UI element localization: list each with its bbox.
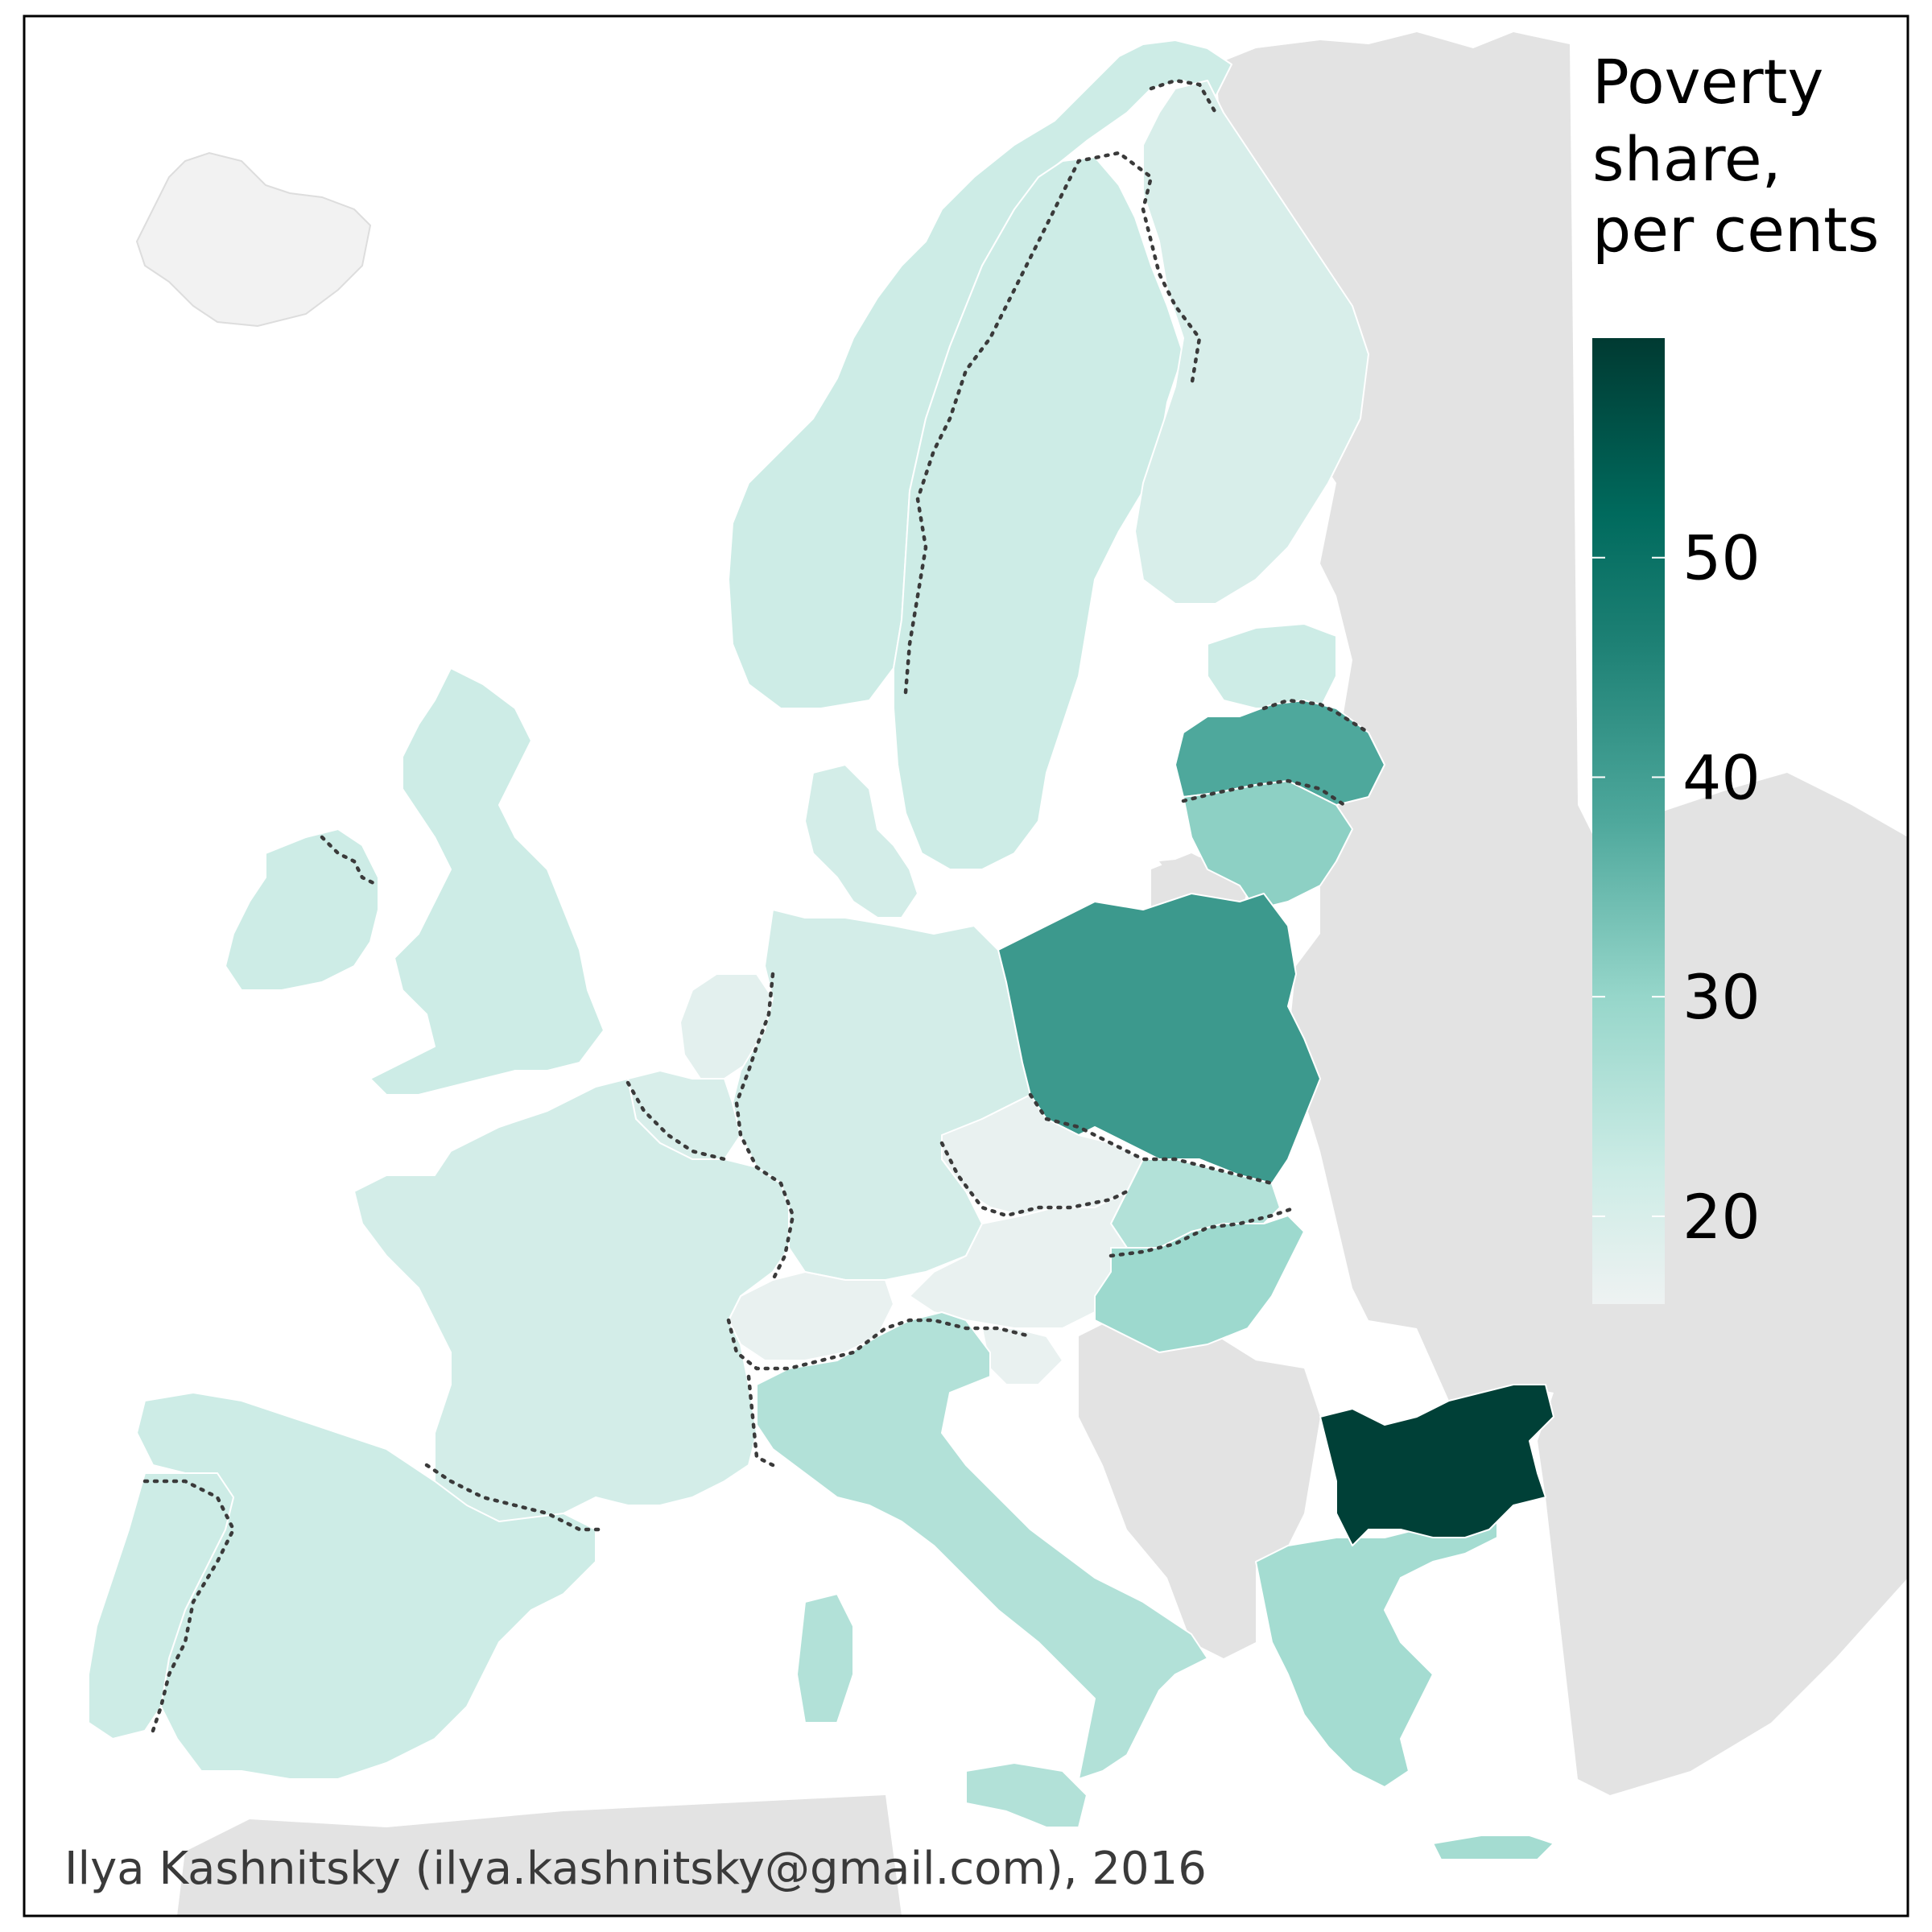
- country-portugal: [88, 1472, 234, 1740]
- border-france-italy: [746, 1374, 775, 1468]
- map-frame: [23, 14, 1909, 1918]
- border-czech-austria: [939, 1141, 1129, 1218]
- border-belgium-france: [625, 1080, 727, 1162]
- border-latvia-lithuania: [1181, 778, 1347, 807]
- legend-title-line-2: share,: [1592, 123, 1781, 195]
- border-norway-finland-north: [1149, 78, 1218, 115]
- border-latvia-estonia: [1261, 698, 1371, 735]
- legend-tick-label: 40: [1682, 741, 1761, 813]
- border-switzerland-italy: [726, 1318, 1033, 1371]
- country-finland: [1134, 80, 1369, 605]
- legend-title-line-3: per cents: [1592, 194, 1880, 266]
- border-slovakia-hungary: [1108, 1205, 1298, 1258]
- country-greece-crete: [1432, 1835, 1554, 1860]
- country-ireland: [225, 828, 379, 991]
- legend-colorbar: [1592, 338, 1665, 1304]
- border-norway-sweden: [903, 151, 1202, 695]
- border-spain-portugal: [142, 1479, 236, 1733]
- legend-tick-label: 20: [1682, 1181, 1761, 1253]
- legend-tick-label: 50: [1682, 522, 1761, 594]
- country-uk: [369, 667, 605, 1096]
- border-germany-west: [734, 972, 795, 1282]
- legend-tick-label: 30: [1682, 961, 1761, 1033]
- country-bulgaria: [1319, 1384, 1554, 1546]
- border-poland-czech: [1028, 1092, 1274, 1186]
- legend-title-line-1: Poverty: [1592, 46, 1823, 118]
- country-italy-sicily: [965, 1762, 1088, 1828]
- country-italy: [756, 1311, 1208, 1780]
- dotted-borders: [142, 78, 1371, 1733]
- legend: Poverty share, per cents 20 30 40 50: [1592, 46, 1880, 1304]
- border-uk-ireland: [320, 835, 381, 888]
- country-slovenia: [981, 1327, 1063, 1385]
- credit-text: Ilya Kashnitsky (ilya.kashnitsky@gmail.c…: [64, 1843, 1207, 1895]
- no-data-land: [135, 151, 372, 328]
- country-denmark: [804, 764, 919, 919]
- legend-ticks: 20 30 40 50: [1592, 522, 1761, 1253]
- border-spain-france: [424, 1463, 606, 1532]
- countries-layer: [88, 39, 1554, 1860]
- country-italy-sardinia: [796, 1593, 854, 1724]
